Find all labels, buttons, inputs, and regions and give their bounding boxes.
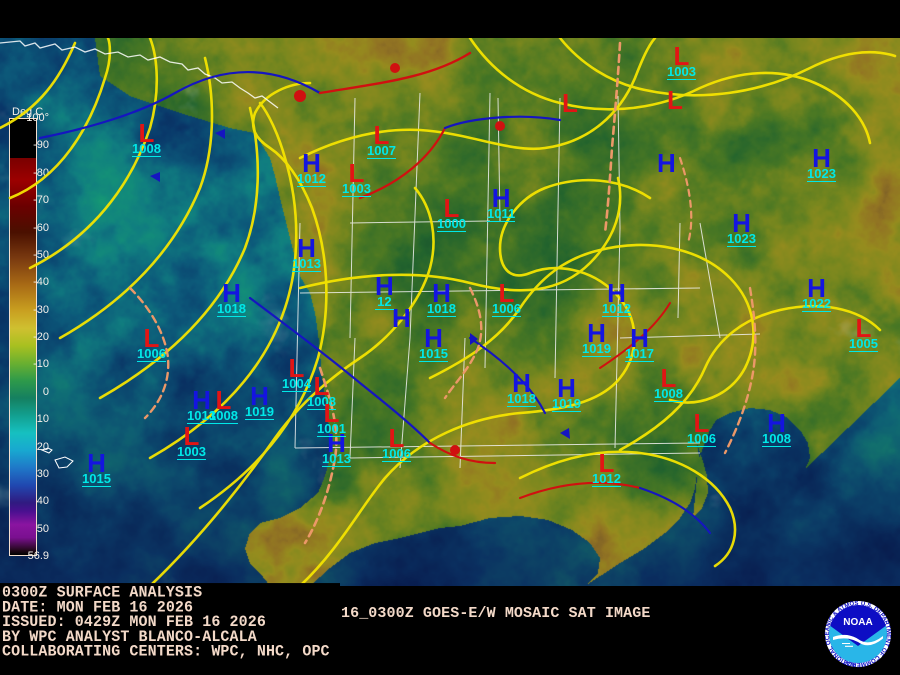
svg-text:NOAA: NOAA [843,617,872,628]
